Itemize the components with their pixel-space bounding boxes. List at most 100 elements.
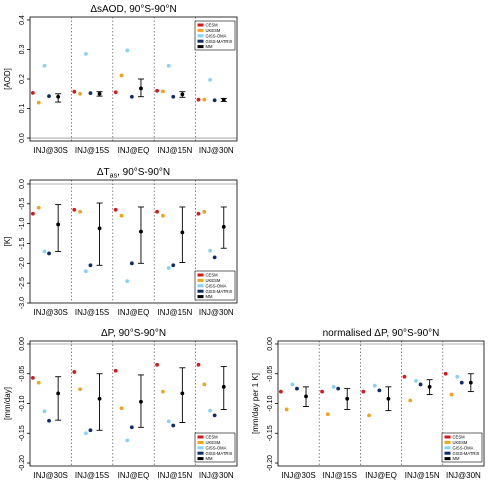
point-mm [180,391,185,396]
x-tick-label: INJ@15S [75,146,109,155]
legend-swatch [197,457,204,461]
y-tick-label: 0.4 [19,15,26,25]
x-tick-label: INJ@15N [405,471,440,480]
legend-swatch [197,451,204,455]
x-tick-label: INJ@EQ [118,308,150,317]
point-giss-matrix [47,94,51,99]
point-mm [56,222,61,227]
point-mm [97,91,102,96]
point-cesm [30,211,35,216]
y-tick-label: -0.10 [267,395,274,411]
point-ukesm [160,89,165,94]
legend-swatch [197,23,204,27]
x-tick-label: INJ@30S [34,308,68,317]
y-tick-label: -0.20 [19,455,26,471]
point-cesm [113,207,118,212]
point-giss-matrix [171,94,176,99]
point-ukesm [408,398,413,403]
legend-label: GISS-OMA [453,445,474,450]
legend-swatch [197,28,204,32]
x-tick-label: INJ@15N [158,308,193,317]
point-cesm [72,370,77,374]
legend-swatch [197,295,204,299]
x-tick-label: INJ@30N [199,308,234,317]
point-giss-oma [414,378,418,383]
legend-swatch [444,435,451,439]
legend-label: UKESM [206,440,221,445]
point-mm [56,94,61,99]
legend-swatch [444,446,451,450]
point-mm [180,92,185,97]
legend-swatch [197,446,204,450]
legend-label: MM [206,456,213,461]
y-tick-label: 0.0 [19,179,26,189]
point-giss-matrix [129,261,134,266]
point-mm [386,396,391,401]
legend-label: CESM [206,23,219,28]
x-tick-label: INJ@EQ [365,471,397,480]
chart-panel-1: ΔsAOD, 90°S-90°N 0.0 0.1 0.2 0.3 0.4 [AOD] INJ@… [3,4,238,155]
chart-title: ΔsAOD, 90°S-90°N [90,4,176,15]
legend-swatch [444,451,451,455]
legend-label: UKESM [206,278,221,283]
point-giss-matrix [88,428,93,433]
point-giss-oma [166,419,171,424]
y-tick-label: 0.00 [19,337,26,351]
legend-swatch [197,435,204,439]
legend-label: CESM [206,273,219,278]
point-giss-matrix [88,91,93,96]
point-cesm [155,209,159,214]
point-ukesm [119,213,124,218]
point-ukesm [78,91,82,96]
point-giss-oma [166,266,171,270]
point-mm [139,86,143,91]
point-ukesm [36,380,41,385]
point-mm [97,396,102,401]
y-tick-label: -2.0 [19,257,26,269]
point-giss-matrix [129,425,134,430]
point-giss-oma [83,52,88,56]
point-cesm [361,389,366,394]
legend-label: GISS-MATRIX [453,451,480,456]
chart-panel-4: normalised ΔP, 90°S-90°N -0.20 -0.15 -0.10 -… [251,328,485,480]
point-giss-oma [42,249,47,254]
legend-swatch [197,284,204,288]
point-ukesm [367,413,371,418]
x-tick-label: INJ@30N [199,146,234,155]
x-tick-label: INJ@EQ [118,146,150,155]
point-giss-oma [208,77,212,82]
y-tick-label: -2.5 [19,277,26,289]
y-tick-label: -1.5 [19,237,26,249]
y-tick-label: -3.0 [19,297,26,309]
x-tick-label: INJ@15S [75,471,109,480]
point-giss-oma [42,409,47,414]
legend-label: GISS-OMA [206,445,227,450]
point-ukesm [119,406,124,411]
point-giss-matrix [47,418,51,423]
point-cesm [196,211,201,216]
point-giss-matrix [171,263,176,268]
point-giss-oma [166,63,171,68]
point-mm [180,230,185,235]
y-axis-label: [mm/day per 1 K] [251,373,260,434]
x-tick-label: INJ@15S [323,471,357,480]
y-axis-label: [K] [3,237,12,247]
point-giss-oma [208,248,212,253]
y-tick-label: 0.00 [267,337,274,351]
point-cesm [113,90,118,95]
chart-panel-3: ΔP, 90°S-90°N -0.20 -0.15 -0.10 -0.05 0.00 [mm… [3,328,238,480]
legend-label: CESM [206,435,219,440]
point-cesm [196,362,201,367]
point-ukesm [119,73,124,78]
chart-title: ΔP, 90°S-90°N [101,328,166,339]
point-giss-matrix [129,94,134,99]
y-tick-label: -0.15 [267,425,274,441]
legend-label: UKESM [206,28,221,33]
y-tick-label: 0.2 [19,74,26,84]
point-giss-oma [208,408,212,413]
